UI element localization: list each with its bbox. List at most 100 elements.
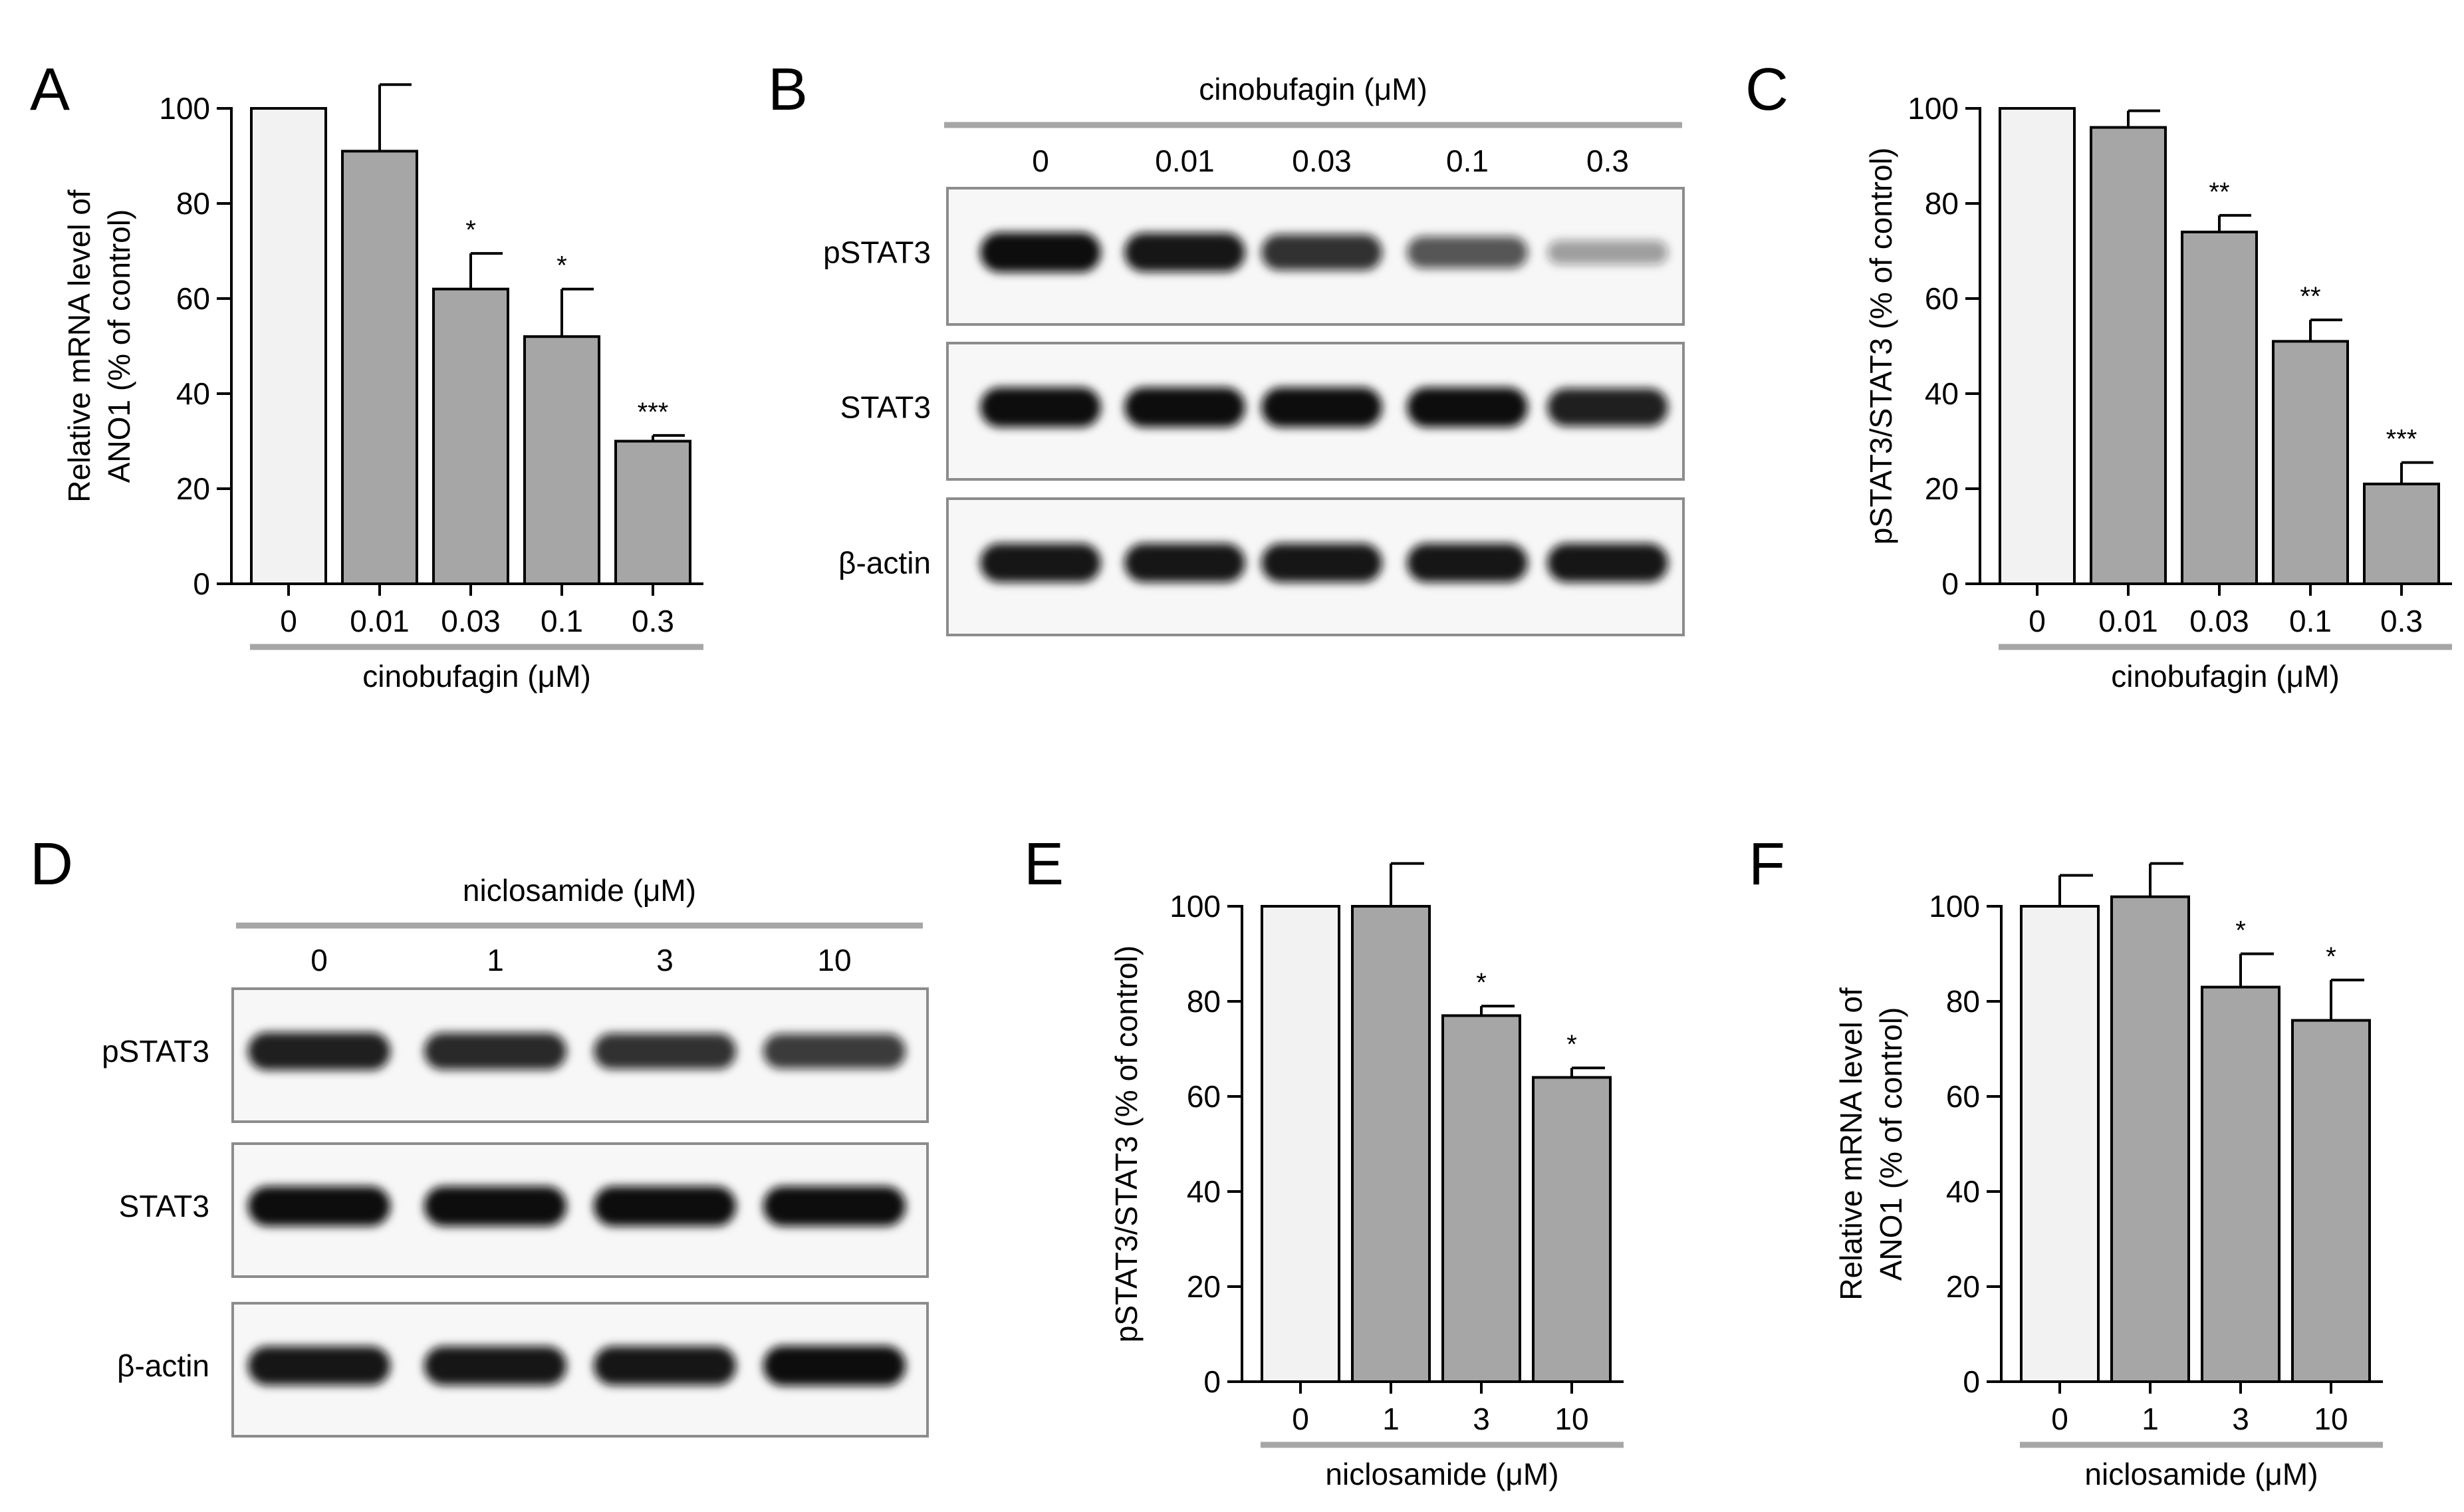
blot-band-d-1-1 <box>424 1186 567 1226</box>
y-axis-title-line2-a: ANO1 (% of control) <box>102 209 136 483</box>
lane-label-d-2: 3 <box>656 943 674 977</box>
blot-band-d-2-1 <box>424 1346 567 1386</box>
western-blot-panel-b: cinobufagin (μM) 0 0.01 0.03 0.1 0.3 pSTAT3 STA… <box>823 72 1685 636</box>
panel-letter-f: F <box>1749 831 1785 898</box>
y-tick-label-a-100: 100 <box>159 91 210 126</box>
blot-band-b-1-4 <box>1547 388 1668 426</box>
bar-e-3 <box>1532 1076 1612 1384</box>
y-tick-label-c-20: 20 <box>1925 471 1959 506</box>
y-tick-label-c-80: 80 <box>1925 186 1959 221</box>
x-tick-label-c-2: 0.03 <box>2189 604 2249 638</box>
x-tick-label-e-3: 10 <box>1554 1402 1588 1436</box>
blot-band-b-1-2 <box>1261 387 1382 428</box>
blot-row-label-b-1: STAT3 <box>840 390 931 425</box>
bar-c-0 <box>1999 107 2076 585</box>
blot-band-b-0-2 <box>1261 234 1382 271</box>
y-tick-label-e-60: 60 <box>1187 1079 1221 1114</box>
y-tick-label-c-60: 60 <box>1925 281 1959 316</box>
bar-f-2 <box>2201 985 2280 1384</box>
bar-f-0 <box>2020 905 2100 1383</box>
bar-a-1 <box>341 150 418 586</box>
significance-label-c-3: ** <box>2300 282 2320 311</box>
lane-label-b-3: 0.1 <box>1446 144 1489 178</box>
significance-label-e-3: * <box>1566 1030 1577 1059</box>
blot-band-b-0-4 <box>1547 240 1668 265</box>
x-tick-label-c-0: 0 <box>2029 604 2046 638</box>
blot-row-label-d-2: β-actin <box>117 1348 209 1383</box>
y-tick-label-a-0: 0 <box>193 567 210 601</box>
blot-band-b-2-2 <box>1261 543 1382 582</box>
blot-band-b-0-0 <box>980 232 1101 273</box>
blot-band-b-1-0 <box>980 387 1101 428</box>
blot-band-b-2-3 <box>1407 543 1528 582</box>
bar-a-4 <box>614 440 691 585</box>
bar-e-1 <box>1351 905 1431 1383</box>
blot-band-b-0-1 <box>1124 233 1245 272</box>
panel-letter-e: E <box>1024 831 1064 898</box>
blot-band-b-1-1 <box>1124 387 1245 428</box>
y-tick-label-a-80: 80 <box>176 186 210 221</box>
y-axis-title-line1-f: Relative mRNA level of <box>1834 987 1868 1301</box>
blot-treatment-title-d: niclosamide (μM) <box>463 873 696 908</box>
blot-band-b-2-4 <box>1547 543 1668 582</box>
y-tick-label-a-20: 20 <box>176 471 210 506</box>
significance-label-c-2: ** <box>2209 178 2229 207</box>
y-tick-label-e-0: 0 <box>1203 1364 1221 1399</box>
lane-label-b-0: 0 <box>1032 144 1049 178</box>
chart-panel-c: 0 20 40 60 80 100 0 0.01 0.03 ** 0.1 ** 0.3 *** cinobu… <box>1864 91 2452 693</box>
bar-e-2 <box>1441 1014 1521 1383</box>
blot-band-b-2-0 <box>980 543 1101 582</box>
lane-label-b-4: 0.3 <box>1586 144 1629 178</box>
y-tick-label-e-80: 80 <box>1187 984 1221 1019</box>
lane-label-d-1: 1 <box>487 943 504 977</box>
y-tick-label-c-0: 0 <box>1941 567 1959 601</box>
y-tick-label-a-60: 60 <box>176 281 210 316</box>
blot-band-b-0-3 <box>1407 236 1528 269</box>
panel-letter-b: B <box>768 57 808 123</box>
blot-band-b-2-1 <box>1124 543 1245 582</box>
western-blot-panel-d: niclosamide (μM) 0 1 3 10 pSTAT3 STAT3 β-actin <box>102 873 929 1438</box>
significance-label-a-3: * <box>556 251 567 281</box>
significance-label-f-3: * <box>2326 942 2336 971</box>
lane-label-d-3: 10 <box>817 943 851 977</box>
x-axis-title-f: niclosamide (μM) <box>2084 1457 2318 1491</box>
bar-e-0 <box>1261 905 1340 1383</box>
y-tick-label-e-40: 40 <box>1187 1174 1221 1209</box>
blot-band-d-1-3 <box>763 1186 906 1226</box>
x-tick-label-a-3: 0.1 <box>541 604 583 638</box>
y-axis-title-c: pSTAT3/STAT3 (% of control) <box>1864 148 1898 545</box>
x-tick-label-f-3: 10 <box>2314 1402 2348 1436</box>
blot-row-label-d-0: pSTAT3 <box>102 1034 209 1069</box>
panel-letter-d: D <box>30 831 73 898</box>
bar-c-1 <box>2090 126 2167 586</box>
y-tick-label-f-80: 80 <box>1946 984 1980 1019</box>
blot-band-d-2-0 <box>247 1346 391 1386</box>
x-tick-label-c-1: 0.01 <box>2098 604 2158 638</box>
significance-label-c-4: *** <box>2386 425 2417 454</box>
blot-band-d-0-2 <box>593 1033 737 1069</box>
significance-label-e-2: * <box>1476 968 1487 997</box>
y-axis-title-line1-a: Relative mRNA level of <box>62 189 96 503</box>
blot-row-label-d-1: STAT3 <box>119 1189 209 1223</box>
blot-band-d-1-2 <box>593 1186 737 1226</box>
blot-band-d-0-1 <box>424 1033 567 1070</box>
y-tick-label-e-100: 100 <box>1170 889 1221 924</box>
x-tick-label-f-0: 0 <box>2051 1402 2068 1436</box>
x-axis-title-a: cinobufagin (μM) <box>362 659 591 693</box>
x-tick-label-f-1: 1 <box>2142 1402 2159 1436</box>
y-tick-label-f-60: 60 <box>1946 1079 1980 1114</box>
blot-band-d-2-2 <box>593 1346 737 1386</box>
blot-band-d-2-3 <box>763 1346 906 1386</box>
y-tick-label-f-40: 40 <box>1946 1174 1980 1209</box>
x-axis-title-c: cinobufagin (μM) <box>2111 659 2340 693</box>
blot-band-d-0-0 <box>247 1032 391 1071</box>
bar-f-3 <box>2291 1019 2371 1383</box>
y-tick-label-c-40: 40 <box>1925 376 1959 411</box>
significance-label-f-2: * <box>2235 916 2246 945</box>
y-tick-label-e-20: 20 <box>1187 1269 1221 1304</box>
chart-panel-e: 0 20 40 60 80 100 0 1 3 * 10 * niclosamide (μM) pSTAT… <box>1109 862 1624 1491</box>
x-tick-label-c-3: 0.1 <box>2289 604 2332 638</box>
blot-band-d-0-3 <box>763 1033 906 1069</box>
lane-label-b-2: 0.03 <box>1292 144 1352 178</box>
